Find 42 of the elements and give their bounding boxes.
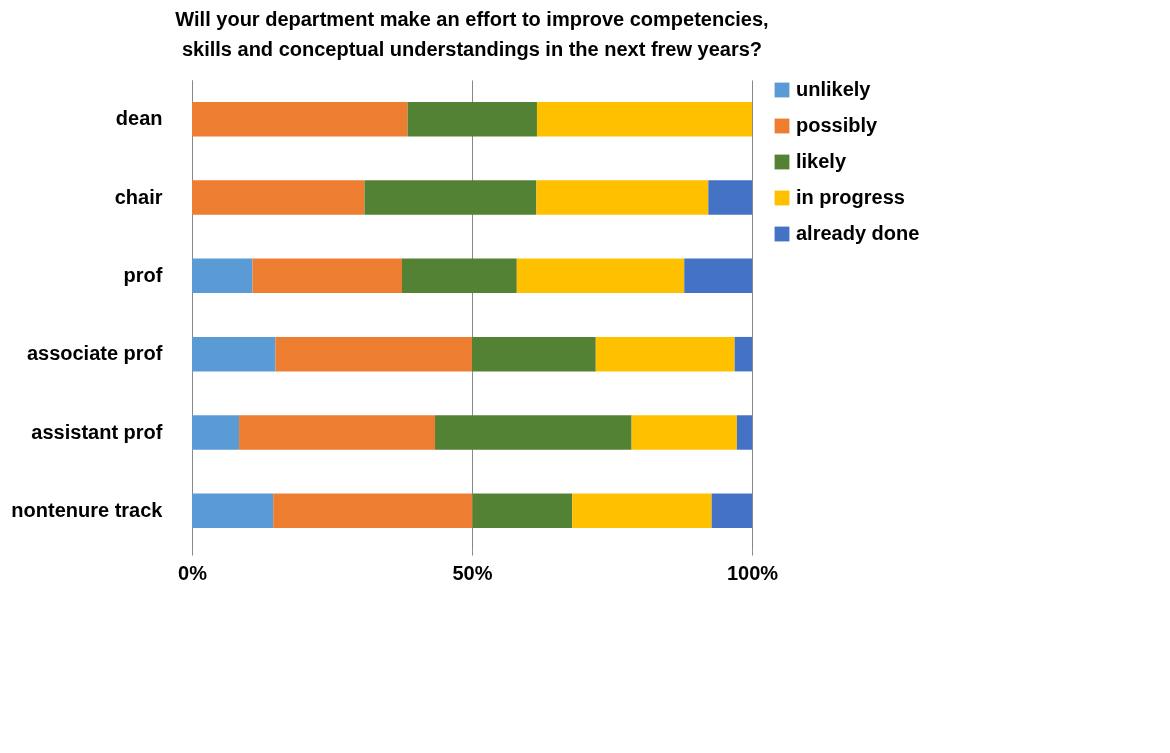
bar xyxy=(595,336,735,372)
y-tick-label: nontenure track xyxy=(11,498,164,521)
y-tick-label: assistant prof xyxy=(31,420,163,443)
y-tick-label: chair xyxy=(114,185,163,208)
legend-label: likely xyxy=(796,150,847,172)
bar xyxy=(536,180,709,215)
bar xyxy=(273,493,473,529)
bar xyxy=(472,493,573,529)
bar xyxy=(239,415,436,450)
bar xyxy=(192,493,274,529)
y-tick-label: associate prof xyxy=(26,342,163,365)
bar xyxy=(631,415,737,450)
bar xyxy=(516,258,685,294)
bar xyxy=(192,101,408,137)
legend-label: in progress xyxy=(796,186,905,208)
bar xyxy=(192,258,253,294)
bar xyxy=(711,493,752,529)
legend-label: unlikely xyxy=(796,78,872,100)
x-tick-label: 0% xyxy=(178,561,208,584)
bar xyxy=(734,336,752,372)
bar xyxy=(364,180,537,215)
y-tick-label: prof xyxy=(123,263,163,286)
legend-label: possibly xyxy=(796,114,879,136)
bar xyxy=(684,258,752,294)
bar xyxy=(192,336,276,372)
bar xyxy=(192,180,365,215)
x-tick-label: 100% xyxy=(726,561,779,584)
bar xyxy=(435,415,632,450)
bar xyxy=(472,336,596,372)
bar xyxy=(192,415,240,450)
bar xyxy=(252,258,402,294)
bar xyxy=(402,258,517,294)
y-tick-label: dean xyxy=(115,107,163,130)
chart-title: Will your department make an effort to improve competencies, skills and conceptual understandings in the next frew years? xyxy=(175,8,769,60)
legend-label: already done xyxy=(796,222,920,244)
bar xyxy=(275,336,472,372)
bar xyxy=(536,101,752,137)
bar xyxy=(407,101,537,137)
bar xyxy=(736,415,752,450)
x-tick-label: 50% xyxy=(452,561,493,584)
bar xyxy=(708,180,752,215)
bar xyxy=(572,493,712,529)
